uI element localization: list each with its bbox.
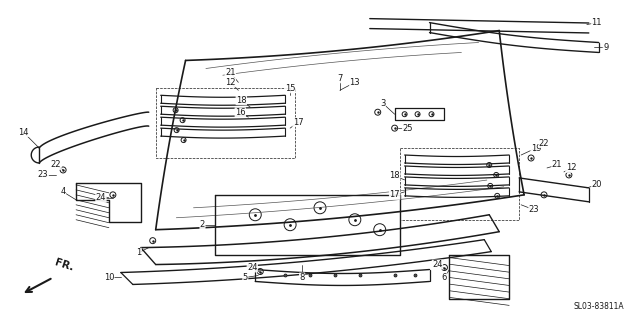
Text: 5: 5: [243, 273, 248, 282]
Text: 8: 8: [299, 273, 305, 282]
Text: 21: 21: [552, 160, 562, 170]
Text: 7: 7: [337, 74, 343, 83]
Text: 25: 25: [403, 124, 413, 132]
Text: 24: 24: [247, 263, 258, 272]
Text: 3: 3: [380, 99, 385, 108]
Text: 23: 23: [529, 205, 539, 214]
Text: 14: 14: [18, 128, 29, 137]
Text: 22: 22: [51, 160, 62, 170]
Text: 19: 19: [531, 144, 541, 153]
Text: 16: 16: [235, 108, 246, 117]
Text: 17: 17: [389, 190, 400, 199]
Text: 2: 2: [200, 220, 205, 229]
Text: 4: 4: [60, 188, 66, 196]
Text: 24: 24: [432, 260, 443, 269]
Text: 23: 23: [38, 171, 48, 180]
Text: FR.: FR.: [53, 257, 75, 273]
Text: 24: 24: [96, 193, 106, 202]
Text: 6: 6: [442, 273, 447, 282]
Text: 9: 9: [603, 43, 608, 52]
Text: 15: 15: [285, 84, 295, 93]
Text: 12: 12: [225, 78, 236, 87]
Text: 11: 11: [592, 18, 602, 27]
Text: 22: 22: [538, 139, 549, 148]
Text: 1: 1: [136, 248, 142, 257]
Text: 12: 12: [566, 164, 576, 172]
Text: SL03-83811A: SL03-83811A: [573, 302, 624, 311]
Text: 17: 17: [293, 118, 304, 127]
Text: 13: 13: [349, 78, 360, 87]
Text: 21: 21: [225, 68, 236, 77]
Text: 18: 18: [236, 96, 246, 105]
Text: 18: 18: [389, 172, 400, 180]
Text: 20: 20: [592, 180, 602, 189]
Text: 10: 10: [104, 273, 114, 282]
